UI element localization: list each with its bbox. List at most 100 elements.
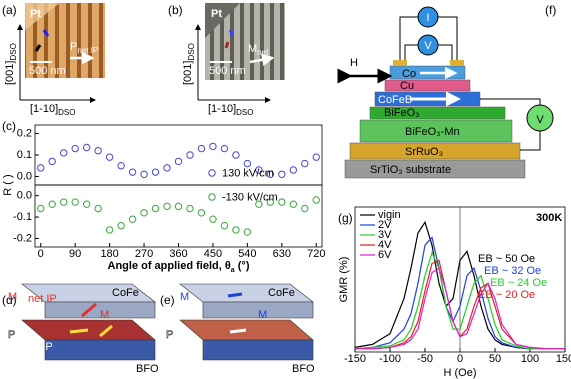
voltmeter [417,34,439,56]
data-point [232,226,240,234]
scale-label: 500 nm [209,65,246,77]
panel-label: (g) [338,211,353,225]
arrow [249,53,275,66]
layer [349,142,521,160]
m-sub: net IP [28,293,57,305]
layer [384,79,471,92]
legend-label: -130 kV/cm [222,192,278,204]
m-label: M [180,291,189,303]
axis-text: [1-10] [30,103,58,115]
panel-label: (d) [2,293,17,307]
annotation: EB ~ 50 Oe [478,253,535,265]
data-point [71,144,79,153]
x-tick-label: 720 [307,248,325,260]
layer [344,159,526,179]
wire [480,98,541,151]
wire [399,16,458,60]
meter-label: V [424,40,432,52]
data-line [354,220,565,350]
panel-d: (d) M net IP CoFe M P net IP BFO [2,283,159,375]
data-point [105,226,114,234]
data-point [255,166,263,174]
x-axis-label: [1-10]DSO [30,103,75,117]
data-point [220,144,229,153]
data-point [220,221,229,230]
data-line [355,267,565,350]
bfo-front [44,339,156,361]
legend-label: vigin [378,209,401,221]
x-axis-label: [1-10]DSO [208,103,253,117]
pt-label: Pt [211,8,222,20]
data-point [71,198,79,206]
plot-frame [34,184,323,248]
y-axis-label: [001]DSO [4,43,18,85]
data-point [243,159,252,168]
data-point [163,164,171,172]
data-point [128,168,137,176]
arrow [227,292,243,298]
layer [359,119,513,143]
data-point [82,143,91,152]
data-point [301,159,309,168]
x-tick-label: 150 [556,353,571,365]
m2-label: M [258,309,267,321]
panel-label: (c) [2,119,16,133]
y-tick-label: -0.2 [13,232,32,244]
data-point [197,144,206,153]
x-tick-label: 450 [204,248,222,260]
cofe-front [202,301,314,319]
data-point [94,204,102,213]
data-point [312,153,320,161]
arrow [69,328,89,334]
data-point [48,157,56,166]
data-point [37,204,45,213]
data-point [301,204,309,213]
pt-label: Pt [30,8,41,20]
axis-text: [001] [182,61,194,85]
bfo-top [179,319,314,341]
data-point [278,170,286,178]
layer-label: SrTiO₃ substrate [370,164,451,176]
data-point [94,147,102,155]
vector: M [248,43,257,55]
x-axis-label: H (Oe) [444,367,477,379]
data-point [243,228,252,236]
legend-marker [208,193,216,201]
y-axis-label: [001]DSO [182,43,196,85]
meter-label: V [536,114,544,126]
axis-text: [1-10] [208,103,236,115]
panel-a: (a) Pt Pnet IP 500 nm [001]DSO [1-10]DSO [2,3,105,117]
y-tick-label: 0.0 [17,190,32,202]
annotation: EB ~ 24 Oe [490,277,547,289]
y-tick-label: 0.1 [17,149,32,161]
data-point [174,202,183,211]
x-tick-label: -150 [344,353,366,365]
arrow [224,41,230,49]
data-point [60,198,68,206]
data-point [151,168,160,176]
x-axis-unit: (°) [235,260,250,272]
y-axis-label: R ( ) [2,174,14,195]
electrode [393,60,407,66]
panel-label: (e) [160,293,175,307]
p-label: P [8,329,15,341]
cofe-front [44,301,156,319]
data-point [266,170,275,178]
layer-label: Co [402,68,416,80]
meter-label: I [426,12,429,24]
layer-label: BiFeO₃-Mn [405,126,460,138]
arrow [81,302,97,318]
legend-label: 3V [378,229,392,241]
vector-label: Pnet IP [70,41,98,55]
axis-sub: DSO [187,43,196,60]
data-point [312,196,320,204]
axis-text: [001] [4,61,16,85]
p-label: P [166,329,173,341]
x-tick-label: 180 [100,248,118,260]
bfo-label: BFO [136,363,159,375]
data-point [174,157,183,166]
data-point [209,215,217,223]
panel-label: (b) [168,3,183,17]
data-point [255,200,263,208]
